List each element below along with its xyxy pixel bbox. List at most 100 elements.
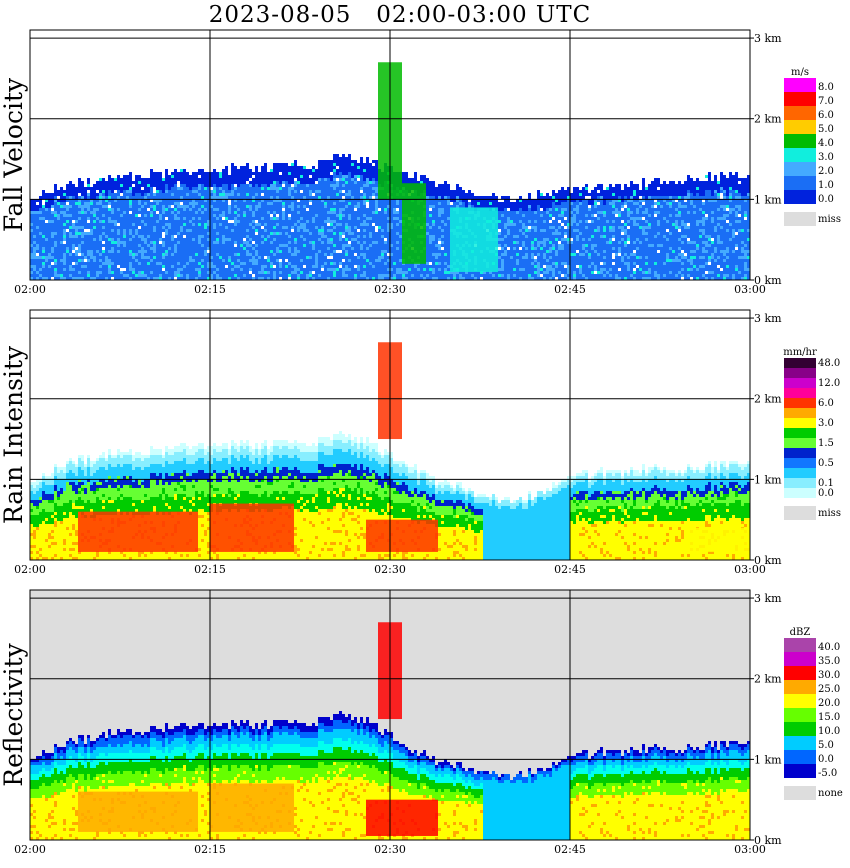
- field-cell: [153, 271, 156, 274]
- field-cell: [78, 220, 81, 223]
- field-cell: [159, 265, 162, 268]
- field-cell: [240, 274, 243, 277]
- field-cell: [198, 169, 201, 172]
- field-cell: [111, 181, 114, 184]
- field-cell: [189, 259, 192, 262]
- field-cell: [192, 274, 195, 277]
- field-cell: [111, 193, 114, 196]
- field-cell: [222, 187, 225, 190]
- field-cell: [234, 211, 237, 214]
- field-cell: [57, 235, 60, 238]
- field-cell: [225, 226, 228, 229]
- field-cell: [165, 181, 168, 184]
- field-cell: [204, 262, 207, 265]
- field-cell: [81, 244, 84, 247]
- field-cell: [216, 175, 219, 178]
- field-cell: [240, 211, 243, 214]
- field-cell: [69, 184, 72, 187]
- field-cell: [168, 181, 171, 184]
- field-cell: [174, 268, 177, 271]
- field-cell: [126, 229, 129, 232]
- field-cell: [243, 244, 246, 247]
- field-cell: [141, 205, 144, 208]
- field-cell: [183, 253, 186, 256]
- field-cell: [144, 229, 147, 232]
- field-cell: [180, 190, 183, 193]
- field-cell: [171, 223, 174, 226]
- field-cell: [171, 226, 174, 229]
- field-cell: [198, 214, 201, 217]
- field-cell: [183, 262, 186, 265]
- field-cell: [168, 271, 171, 274]
- field-cell: [195, 217, 198, 220]
- field-cell: [177, 241, 180, 244]
- field-cell: [213, 265, 216, 268]
- field-cell: [243, 256, 246, 259]
- field-cell: [69, 244, 72, 247]
- field-cell: [171, 208, 174, 211]
- field-cell: [180, 265, 183, 268]
- field-cell: [48, 253, 51, 256]
- field-cell: [144, 235, 147, 238]
- field-cell: [54, 274, 57, 277]
- field-cell: [174, 196, 177, 199]
- field-cell: [234, 259, 237, 262]
- field-cell: [222, 247, 225, 250]
- field-cell: [171, 265, 174, 268]
- field-cell: [105, 211, 108, 214]
- field-cell: [201, 262, 204, 265]
- field-cell: [198, 259, 201, 262]
- field-cell: [81, 250, 84, 253]
- field-cell: [135, 193, 138, 196]
- field-cell: [186, 271, 189, 274]
- field-cell: [174, 211, 177, 214]
- field-cell: [105, 190, 108, 193]
- field-cell: [72, 229, 75, 232]
- field-cell: [54, 202, 57, 205]
- field-cell: [246, 169, 249, 172]
- field-cell: [162, 178, 165, 181]
- field-cell: [54, 214, 57, 217]
- field-cell: [195, 211, 198, 214]
- field-cell: [171, 181, 174, 184]
- field-cell: [153, 262, 156, 265]
- field-cell: [234, 232, 237, 235]
- field-cell: [216, 217, 219, 220]
- field-cell: [48, 226, 51, 229]
- field-cell: [66, 184, 69, 187]
- field-cell: [114, 217, 117, 220]
- field-cell: [51, 250, 54, 253]
- field-cell: [105, 187, 108, 190]
- field-cell: [129, 226, 132, 229]
- field-cell: [60, 256, 63, 259]
- field-cell: [69, 259, 72, 262]
- field-cell: [204, 175, 207, 178]
- field-cell: [177, 262, 180, 265]
- field-cell: [180, 271, 183, 274]
- field-cell: [36, 208, 39, 211]
- field-cell: [192, 229, 195, 232]
- field-cell: [96, 268, 99, 271]
- field-cell: [240, 205, 243, 208]
- field-cell: [87, 196, 90, 199]
- field-cell: [57, 250, 60, 253]
- field-cell: [123, 214, 126, 217]
- field-cell: [90, 235, 93, 238]
- field-cell: [225, 214, 228, 217]
- field-cell: [168, 259, 171, 262]
- field-cell: [198, 247, 201, 250]
- field-cell: [174, 175, 177, 178]
- field-cell: [174, 226, 177, 229]
- field-cell: [66, 208, 69, 211]
- field-cell: [216, 172, 219, 175]
- field-cell: [129, 220, 132, 223]
- field-cell: [237, 172, 240, 175]
- field-cell: [216, 178, 219, 181]
- field-cell: [204, 256, 207, 259]
- field-cell: [198, 265, 201, 268]
- field-cell: [201, 205, 204, 208]
- field-cell: [45, 205, 48, 208]
- field-cell: [156, 196, 159, 199]
- field-cell: [171, 211, 174, 214]
- field-cell: [84, 223, 87, 226]
